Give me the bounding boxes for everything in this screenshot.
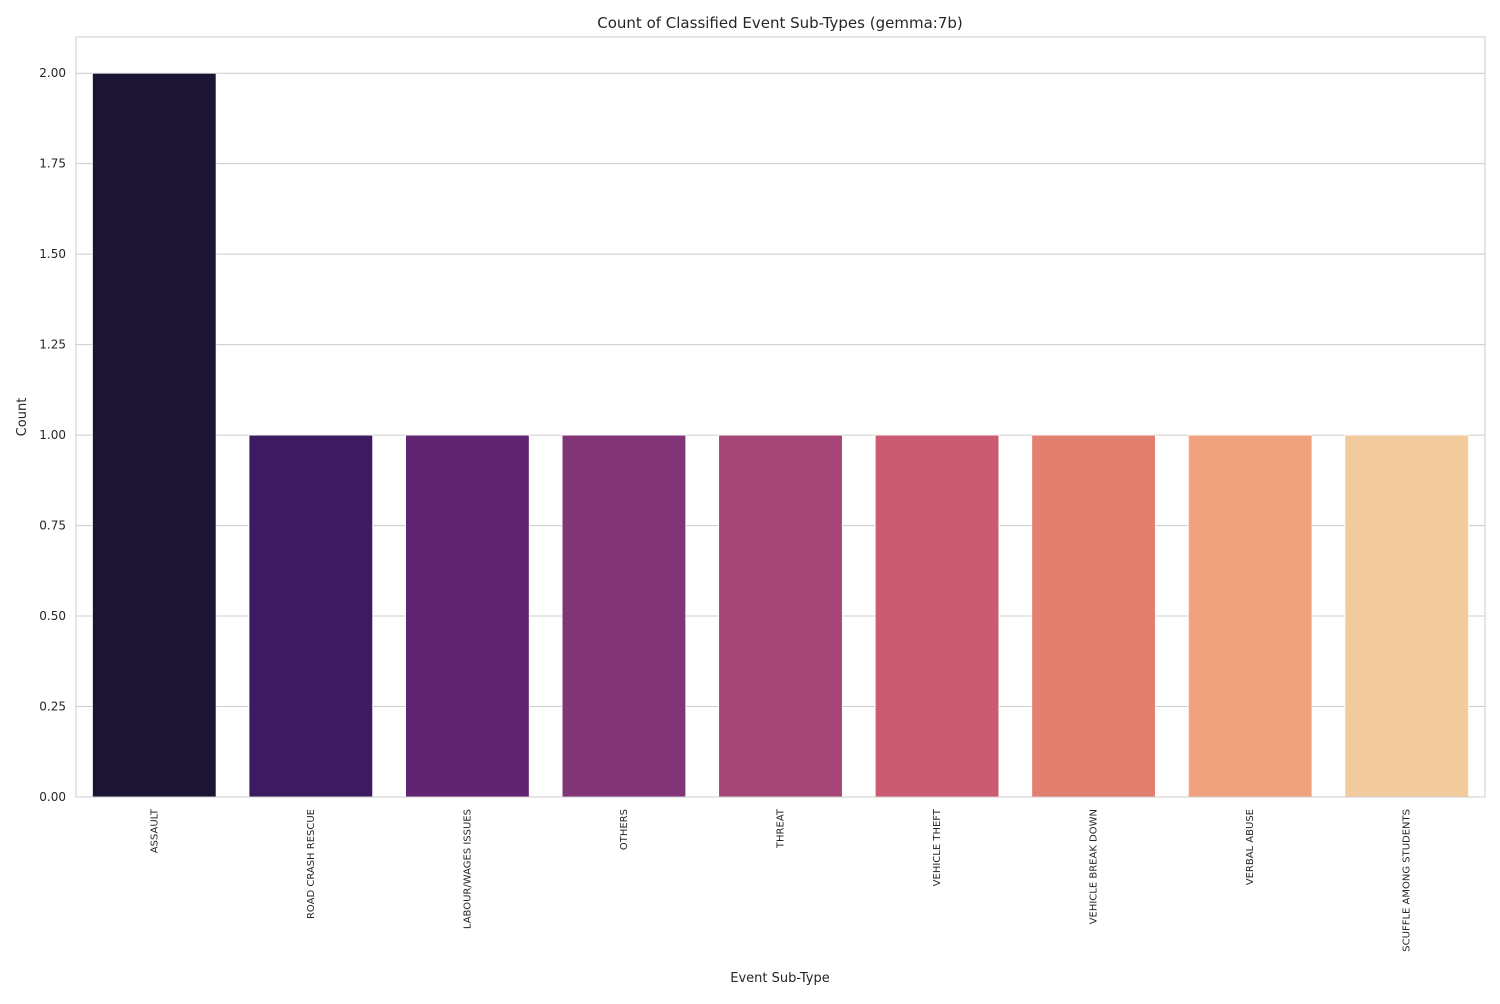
x-tick-label: SCUFFLE AMONG STUDENTS bbox=[1402, 809, 1413, 952]
x-tick-layer: ASSAULT ROAD CRASH RESCUE LABOUR/WAGES ISS… bbox=[149, 808, 1412, 952]
chart-title: Count of Classified Event Sub-Types (gem… bbox=[597, 14, 963, 32]
x-tick-label: OTHERS bbox=[619, 809, 630, 850]
bar-road-crash-rescue bbox=[248, 434, 374, 798]
bar-others bbox=[561, 434, 687, 798]
y-tick-label: 1.50 bbox=[39, 247, 66, 261]
x-axis-label: Event Sub-Type bbox=[730, 971, 829, 986]
bar-assault bbox=[92, 72, 217, 798]
y-tick-label: 0.50 bbox=[39, 609, 66, 623]
x-tick-label: VEHICLE THEFT bbox=[932, 808, 943, 886]
bar-vehicle-break-down bbox=[1031, 434, 1156, 798]
y-tick-label: 0.75 bbox=[39, 519, 66, 533]
y-axis-label: Count bbox=[15, 398, 30, 437]
bar-vehicle-theft bbox=[874, 434, 1000, 798]
bar-threat bbox=[718, 434, 843, 798]
x-tick-label: ROAD CRASH RESCUE bbox=[306, 809, 317, 919]
y-tick-label: 1.25 bbox=[39, 338, 66, 352]
plot-frame bbox=[75, 36, 1486, 798]
x-tick-label: THREAT bbox=[776, 808, 787, 849]
y-tick-label: 1.75 bbox=[39, 157, 66, 171]
y-tick-label: 0.00 bbox=[39, 790, 66, 804]
bar-labour-wages-issues bbox=[405, 434, 530, 798]
bar-scuffle-among-students bbox=[1344, 434, 1469, 798]
bar-verbal-abuse bbox=[1187, 434, 1313, 798]
y-tick-label: 2.00 bbox=[39, 66, 66, 80]
y-tick-label: 1.00 bbox=[39, 428, 66, 442]
x-tick-label: LABOUR/WAGES ISSUES bbox=[462, 809, 473, 929]
bar-layer bbox=[92, 72, 1469, 798]
y-tick-layer: 0.00 0.25 0.50 0.75 1.00 1.25 1.50 1.75 2.00 bbox=[39, 66, 66, 804]
y-tick-label: 0.25 bbox=[39, 700, 66, 714]
x-tick-label: VERBAL ABUSE bbox=[1245, 809, 1256, 885]
x-tick-label: ASSAULT bbox=[149, 808, 160, 853]
x-tick-label: VEHICLE BREAK DOWN bbox=[1089, 809, 1100, 924]
